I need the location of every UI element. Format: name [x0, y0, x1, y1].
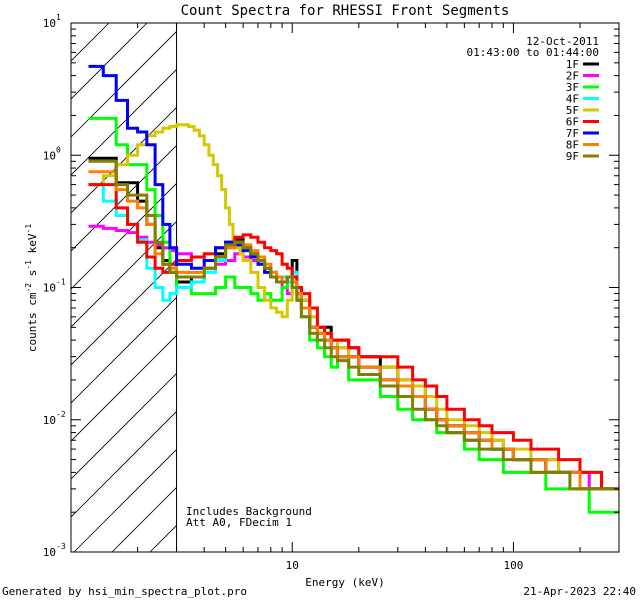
- y-axis-label: counts cm-2 s-1 keV-1: [24, 224, 39, 352]
- hatch-line: [71, 258, 177, 366]
- x-tick-label: 100: [504, 559, 524, 572]
- hatch-line: [71, 68, 177, 176]
- footer-timestamp: 21-Apr-2023 22:40: [523, 585, 636, 598]
- y-tick-exponent: 1: [56, 13, 61, 22]
- y-tick-exponent: -1: [56, 278, 66, 287]
- annotation-background: Includes Background: [186, 505, 312, 518]
- series-3F: [88, 116, 619, 514]
- annotation-attenuator: Att A0, FDecim 1: [186, 516, 292, 529]
- hatch-line: [71, 106, 177, 214]
- y-tick-label: 10: [43, 149, 56, 162]
- series-8F: [88, 170, 619, 491]
- legend-label-4F: 4F: [566, 93, 579, 106]
- date-label: 12-Oct-2011: [526, 35, 599, 48]
- legend-label-5F: 5F: [566, 104, 579, 117]
- y-tick-label: 10: [43, 414, 56, 427]
- legend-label-8F: 8F: [566, 139, 579, 152]
- time-range-label: 01:43:00 to 01:44:00: [467, 46, 599, 59]
- hatch-line: [73, 448, 177, 552]
- legend-label-7F: 7F: [566, 127, 579, 140]
- y-tick-label: 10: [43, 546, 56, 559]
- y-tick-exponent: -2: [56, 410, 66, 419]
- legend-label-9F: 9F: [566, 150, 579, 163]
- legend-label-6F: 6F: [566, 116, 579, 129]
- y-tick-label: 10: [43, 282, 56, 295]
- hatch-line: [71, 220, 177, 328]
- hatch-line: [71, 23, 72, 24]
- footer-generated-by: Generated by hsi_min_spectra_plot.pro: [2, 585, 247, 598]
- y-tick-label: 10: [43, 17, 56, 30]
- y-tick-exponent: 0: [56, 145, 61, 154]
- x-axis: 10 100: [70, 23, 620, 572]
- series-1F: [88, 156, 619, 491]
- series-5F: [88, 123, 619, 491]
- series-group: [88, 64, 619, 514]
- chart-title: Count Spectra for RHESSI Front Segments: [181, 3, 510, 19]
- x-axis-label: Energy (keV): [305, 576, 384, 589]
- hatch-line: [71, 30, 177, 138]
- hatch-line: [71, 372, 177, 480]
- y-tick-exponent: -3: [56, 542, 66, 551]
- legend-label-3F: 3F: [566, 81, 579, 94]
- hatch-line: [71, 410, 177, 518]
- x-tick-label: 10: [286, 559, 299, 572]
- legend-label-2F: 2F: [566, 70, 579, 83]
- legend-label-1F: 1F: [566, 58, 579, 71]
- series-9F: [88, 159, 619, 491]
